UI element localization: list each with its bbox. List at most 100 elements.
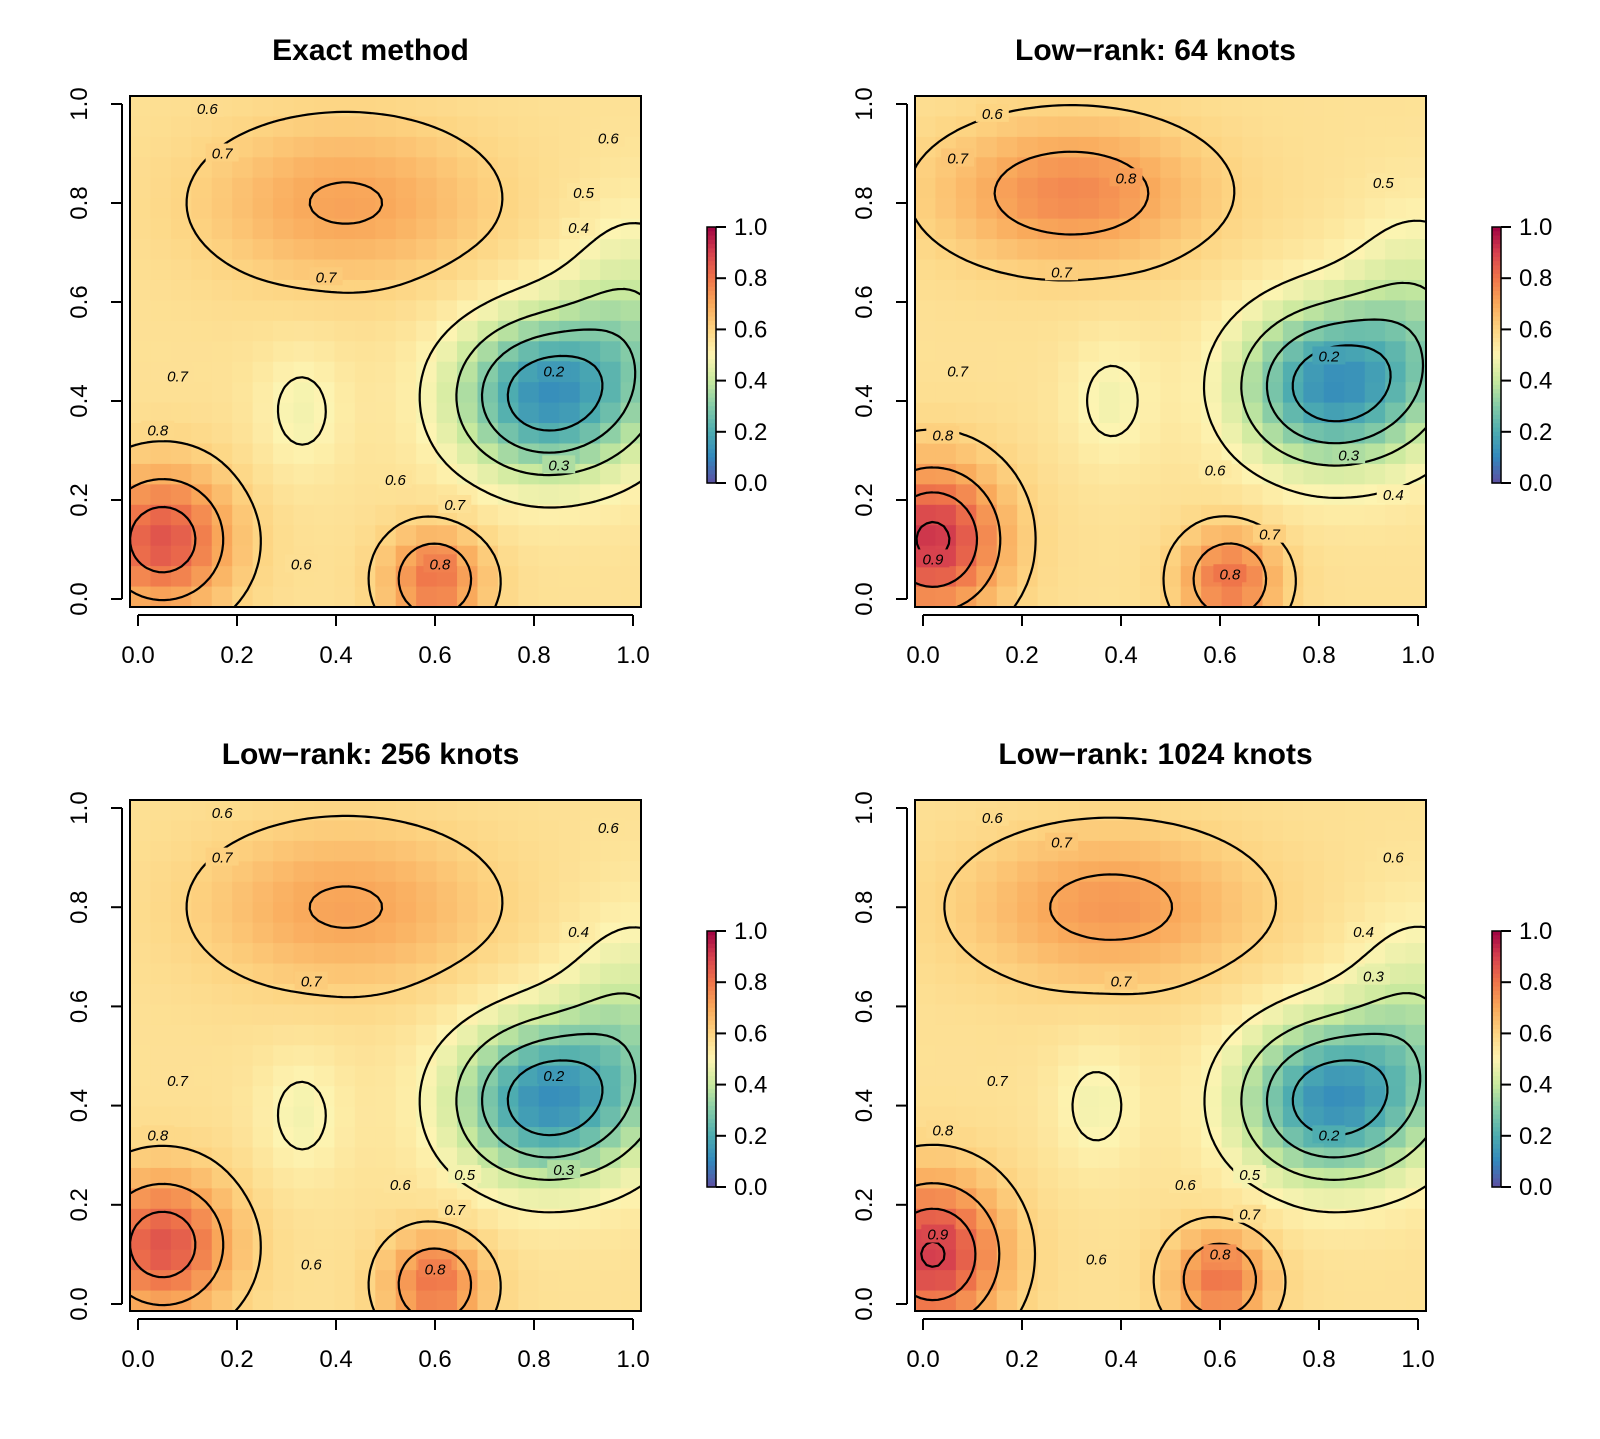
heatmap-cell xyxy=(313,1065,335,1087)
heatmap-cell xyxy=(273,1167,295,1189)
heatmap-cell xyxy=(395,1229,417,1251)
colorbar: 0.00.20.40.60.81.0 xyxy=(706,918,767,1201)
colorbar-swatch xyxy=(1492,465,1501,471)
heatmap-cell xyxy=(1242,902,1264,924)
heatmap-cell xyxy=(191,259,213,281)
heatmap-cell xyxy=(191,1249,213,1271)
heatmap-cell xyxy=(1323,361,1345,383)
heatmap-cell xyxy=(313,320,335,342)
heatmap-cell xyxy=(1037,484,1059,506)
heatmap-cell xyxy=(1364,443,1386,465)
heatmap-cell xyxy=(1098,1086,1120,1108)
heatmap-cell xyxy=(1180,259,1202,281)
heatmap-cell xyxy=(1139,902,1161,924)
heatmap-cell xyxy=(1242,382,1264,404)
heatmap-cell xyxy=(996,341,1018,363)
heatmap-cell xyxy=(334,341,356,363)
heatmap-cell xyxy=(518,525,540,547)
heatmap-cell xyxy=(1017,902,1039,924)
heatmap-cell xyxy=(1221,504,1243,526)
heatmap-cell xyxy=(457,157,479,179)
heatmap-cell xyxy=(211,881,233,903)
heatmap-cell xyxy=(1385,382,1407,404)
colorbar-swatch xyxy=(1492,406,1501,412)
heatmap-cell xyxy=(1323,861,1345,883)
heatmap-cell xyxy=(976,1086,998,1108)
heatmap-cell xyxy=(996,922,1018,944)
heatmap-cell xyxy=(232,1045,254,1067)
y-tick-label: 0.6 xyxy=(851,285,878,318)
heatmap-cell xyxy=(996,1045,1018,1067)
colorbar-swatch xyxy=(707,1161,716,1167)
heatmap-cell xyxy=(313,1147,335,1169)
heatmap-cell xyxy=(1323,840,1345,862)
heatmap-cells xyxy=(130,800,642,1312)
x-tick-label: 0.6 xyxy=(418,642,451,669)
heatmap-cell xyxy=(1017,96,1039,118)
heatmap-cell xyxy=(211,504,233,526)
heatmap-cell xyxy=(1385,566,1407,588)
heatmap-cell xyxy=(273,463,295,485)
heatmap-cell xyxy=(477,820,499,842)
heatmap-cell xyxy=(273,1270,295,1292)
heatmap-cell xyxy=(600,361,622,383)
heatmap-cell xyxy=(313,1106,335,1128)
heatmap-cell xyxy=(1017,1208,1039,1230)
heatmap-cell xyxy=(1282,1045,1304,1067)
colorbar-swatch xyxy=(707,286,716,292)
heatmap-cell xyxy=(1323,116,1345,138)
heatmap-cell xyxy=(170,1127,192,1149)
heatmap-cell xyxy=(395,382,417,404)
heatmap-cell xyxy=(1262,382,1284,404)
heatmap-cell xyxy=(150,300,172,322)
heatmap-cell xyxy=(1364,279,1386,301)
heatmap-cell xyxy=(518,198,540,220)
heatmap-cell xyxy=(955,443,977,465)
heatmap-cell xyxy=(1221,177,1243,199)
heatmap-cell xyxy=(1323,300,1345,322)
heatmap-cell xyxy=(1201,861,1223,883)
heatmap-cell xyxy=(354,1065,376,1087)
heatmap-cell xyxy=(293,279,315,301)
contour-label-bg xyxy=(542,455,576,474)
heatmap-cell xyxy=(334,320,356,342)
contour-label-bg xyxy=(284,554,318,573)
heatmap-cell xyxy=(1160,320,1182,342)
heatmap-cell xyxy=(915,177,937,199)
heatmap-cell xyxy=(313,198,335,220)
contour-line xyxy=(915,150,1268,607)
heatmap-cell xyxy=(559,800,581,822)
heatmap-cell xyxy=(273,136,295,158)
heatmap-cell xyxy=(457,881,479,903)
heatmap-cell xyxy=(579,800,601,822)
heatmap-cell xyxy=(477,545,499,567)
heatmap-cell xyxy=(1282,881,1304,903)
colorbar-swatch xyxy=(1492,320,1501,326)
heatmap-cell xyxy=(1037,1208,1059,1230)
heatmap-cell xyxy=(130,484,152,506)
heatmap-cell xyxy=(232,545,254,567)
contour-label-bg xyxy=(1233,1204,1267,1223)
heatmap-cell xyxy=(313,922,335,944)
heatmap-cell xyxy=(1282,922,1304,944)
heatmap-cell xyxy=(1405,1270,1427,1292)
heatmap-cell xyxy=(395,525,417,547)
heatmap-cell xyxy=(1344,484,1366,506)
heatmap-cell xyxy=(620,423,642,445)
heatmap-cell xyxy=(150,881,172,903)
x-tick-label: 0.0 xyxy=(121,642,154,669)
heatmap-cell xyxy=(395,320,417,342)
heatmap-cell xyxy=(1017,198,1039,220)
heatmap-cell xyxy=(170,1167,192,1189)
heatmap-cell xyxy=(211,545,233,567)
heatmap-cell xyxy=(252,1127,274,1149)
heatmap-cell xyxy=(416,820,438,842)
heatmap-cell xyxy=(1262,820,1284,842)
heatmap-cell xyxy=(1078,820,1100,842)
heatmap-cell xyxy=(416,983,438,1005)
heatmap-cell xyxy=(1405,861,1427,883)
heatmap-cell xyxy=(252,157,274,179)
heatmap-cell xyxy=(150,586,172,608)
y-tick-label: 0.4 xyxy=(66,1089,93,1122)
colorbar-swatch xyxy=(1492,977,1501,983)
